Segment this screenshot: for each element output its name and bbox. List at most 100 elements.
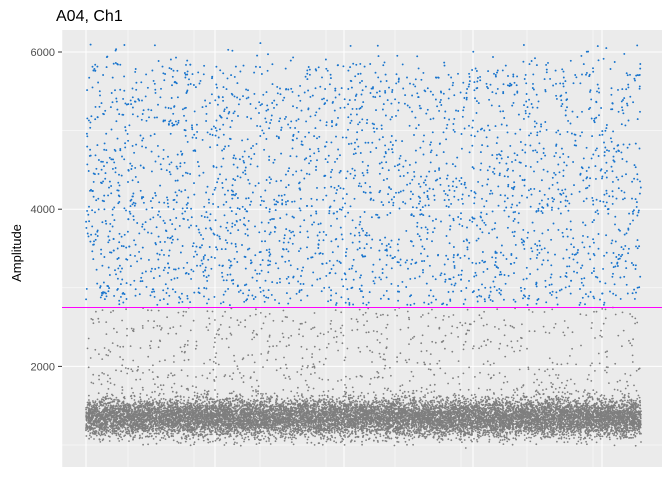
data-point bbox=[561, 395, 563, 398]
data-point bbox=[501, 399, 503, 402]
data-point bbox=[601, 435, 604, 438]
data-point bbox=[543, 430, 546, 432]
data-point bbox=[535, 393, 538, 396]
data-point bbox=[398, 434, 401, 436]
data-point bbox=[169, 398, 172, 400]
data-point bbox=[452, 394, 455, 397]
data-point bbox=[587, 392, 589, 395]
data-point bbox=[167, 403, 169, 406]
data-point bbox=[223, 444, 226, 446]
data-point bbox=[394, 436, 397, 439]
data-point bbox=[172, 407, 175, 410]
data-point bbox=[254, 402, 256, 404]
data-point bbox=[305, 433, 307, 436]
data-point bbox=[142, 443, 145, 446]
data-point bbox=[340, 404, 343, 407]
data-point bbox=[372, 391, 375, 394]
data-point bbox=[440, 433, 443, 435]
data-point bbox=[299, 425, 302, 427]
data-point bbox=[171, 390, 174, 393]
data-point bbox=[539, 396, 542, 399]
data-point bbox=[420, 390, 423, 393]
data-point bbox=[481, 434, 484, 437]
data-point bbox=[373, 396, 376, 399]
data-point bbox=[333, 401, 336, 404]
data-point bbox=[189, 444, 192, 447]
data-point bbox=[203, 392, 206, 395]
data-point bbox=[474, 418, 476, 421]
data-point bbox=[117, 437, 120, 440]
data-point bbox=[424, 437, 427, 440]
data-point bbox=[224, 426, 227, 428]
data-point bbox=[588, 400, 591, 403]
data-point bbox=[292, 436, 294, 439]
data-point bbox=[402, 401, 405, 404]
data-point bbox=[287, 400, 290, 403]
data-point bbox=[224, 428, 227, 431]
data-point bbox=[568, 437, 571, 440]
data-point bbox=[257, 423, 259, 425]
data-point bbox=[413, 436, 416, 439]
data-point bbox=[208, 405, 211, 408]
data-point bbox=[639, 404, 641, 407]
data-point bbox=[635, 399, 637, 402]
data-point bbox=[229, 400, 232, 403]
data-point bbox=[98, 405, 100, 408]
data-point bbox=[150, 396, 152, 399]
data-point bbox=[166, 401, 169, 403]
data-point bbox=[390, 397, 393, 400]
data-point bbox=[286, 422, 288, 425]
data-point bbox=[473, 393, 476, 396]
data-point bbox=[458, 397, 460, 400]
data-point bbox=[245, 433, 248, 435]
data-point bbox=[253, 404, 256, 406]
data-point bbox=[277, 432, 280, 435]
data-point bbox=[269, 443, 272, 445]
data-point bbox=[411, 437, 414, 440]
data-point bbox=[498, 441, 501, 444]
data-point bbox=[357, 429, 360, 432]
data-point bbox=[458, 426, 460, 428]
data-point bbox=[440, 399, 442, 402]
data-point bbox=[207, 390, 210, 393]
data-point bbox=[164, 398, 167, 401]
data-point bbox=[265, 400, 267, 403]
data-point bbox=[155, 432, 158, 435]
data-point bbox=[577, 430, 579, 433]
data-point bbox=[328, 432, 331, 434]
data-point bbox=[92, 401, 95, 404]
data-point bbox=[139, 396, 142, 399]
data-point bbox=[623, 434, 626, 437]
data-point bbox=[413, 406, 415, 409]
data-point bbox=[537, 391, 539, 394]
data-point bbox=[391, 393, 394, 396]
data-point bbox=[290, 390, 293, 393]
data-point bbox=[162, 397, 165, 400]
data-point bbox=[567, 435, 570, 437]
data-point bbox=[532, 401, 535, 404]
data-point bbox=[197, 398, 200, 401]
data-point bbox=[459, 425, 462, 427]
data-point bbox=[603, 398, 606, 400]
data-point bbox=[556, 440, 558, 443]
data-point bbox=[465, 398, 467, 401]
data-point bbox=[577, 436, 580, 439]
data-point bbox=[424, 394, 426, 396]
data-point bbox=[502, 443, 505, 445]
data-point bbox=[395, 393, 397, 395]
data-point bbox=[632, 434, 635, 436]
data-point bbox=[346, 432, 349, 435]
data-point bbox=[421, 400, 424, 403]
data-point bbox=[236, 442, 238, 444]
data-point bbox=[578, 426, 581, 429]
data-point bbox=[103, 432, 106, 435]
data-point bbox=[183, 396, 185, 398]
data-point bbox=[499, 435, 502, 438]
data-point bbox=[497, 436, 500, 439]
data-point bbox=[322, 437, 325, 440]
data-point bbox=[639, 426, 642, 429]
data-point bbox=[339, 441, 342, 444]
data-point bbox=[205, 402, 208, 405]
data-point bbox=[107, 426, 110, 429]
